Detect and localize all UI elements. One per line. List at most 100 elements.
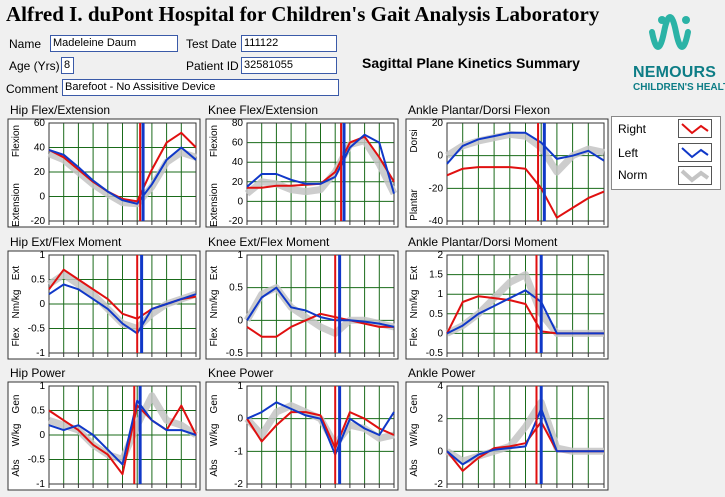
y-tick-label: 1 xyxy=(237,381,243,392)
plot-area xyxy=(446,385,605,485)
y-tick-label: 0.5 xyxy=(429,309,443,320)
brand-name: NEMOURS xyxy=(633,64,717,81)
y-tick-label: 1 xyxy=(237,250,243,261)
y-label-unit: Nm/kg xyxy=(11,290,22,319)
series-right xyxy=(246,411,395,450)
nemours-logo xyxy=(649,14,691,50)
chart-title: Hip Power xyxy=(10,366,65,380)
y-tick-label: 0 xyxy=(437,151,443,162)
series-left xyxy=(246,133,395,194)
y-label-bottom: Abs xyxy=(209,459,220,476)
series-left xyxy=(446,131,605,165)
legend: Right Left Norm xyxy=(611,116,721,190)
patient-id-field[interactable]: 32581055 xyxy=(241,57,337,74)
y-label-unit: W/kg xyxy=(409,424,420,447)
y-label-unit: Nm/kg xyxy=(209,290,220,319)
comment-field[interactable]: Barefoot - No Assisitive Device xyxy=(62,79,339,96)
y-tick-label: -40 xyxy=(429,216,444,227)
age-label: Age (Yrs) xyxy=(9,59,60,73)
y-label-bottom: Extension xyxy=(11,183,22,227)
y-tick-label: 2 xyxy=(437,414,443,425)
y-tick-label: 4 xyxy=(437,381,443,392)
y-tick-label: -2 xyxy=(234,479,243,490)
y-label-bottom: Extension xyxy=(209,183,220,227)
series-norm xyxy=(47,148,198,208)
test-date-label: Test Date xyxy=(186,37,237,51)
y-tick-label: 0.5 xyxy=(31,406,45,417)
series-right xyxy=(446,166,605,219)
y-tick-label: -1 xyxy=(234,446,243,457)
chart-frame xyxy=(205,250,399,360)
chart-frame xyxy=(7,381,201,491)
y-label-top: Flexion xyxy=(209,125,220,157)
series-left xyxy=(48,399,197,466)
y-label-bottom: Flex xyxy=(409,328,420,347)
name-label: Name xyxy=(9,37,42,51)
legend-label-right: Right xyxy=(618,122,647,136)
y-label-bottom: Abs xyxy=(11,459,22,476)
plot-area xyxy=(246,254,395,354)
y-tick-label: 1 xyxy=(437,289,443,300)
y-tick-label: 2 xyxy=(437,250,443,261)
chart-title: Knee Ext/Flex Moment xyxy=(208,235,330,249)
series-left xyxy=(48,146,197,205)
y-tick-label: 0.5 xyxy=(229,283,243,294)
y-tick-label: 40 xyxy=(34,143,46,154)
y-tick-label: -20 xyxy=(31,216,46,227)
series-left xyxy=(246,286,395,328)
y-label-top: Ext xyxy=(11,266,22,281)
chart-frame xyxy=(7,118,201,228)
series-left xyxy=(48,283,197,335)
chart-frame xyxy=(205,381,399,491)
test-date-field[interactable]: 111122 xyxy=(241,35,337,52)
y-tick-label: 0.5 xyxy=(31,275,45,286)
legend-label-norm: Norm xyxy=(618,168,648,182)
legend-swatch-left xyxy=(678,143,712,162)
y-label-bottom: Plantar xyxy=(409,188,420,220)
y-label-unit: Nm/kg xyxy=(409,290,420,319)
y-tick-label: -1 xyxy=(36,479,45,490)
y-label-top: Gen xyxy=(11,395,22,414)
series-left xyxy=(446,289,604,335)
y-tick-label: 0 xyxy=(39,430,45,441)
series-right xyxy=(48,131,197,203)
y-tick-label: 0 xyxy=(437,446,443,457)
series-left xyxy=(446,407,604,466)
name-field[interactable]: Madeleine Daum xyxy=(50,35,178,52)
y-tick-label: -0.5 xyxy=(28,455,46,466)
y-tick-label: -2 xyxy=(434,479,443,490)
y-tick-label: 0 xyxy=(39,192,45,203)
y-tick-label: -0.5 xyxy=(28,324,46,335)
y-tick-label: 20 xyxy=(232,177,244,188)
plot-area xyxy=(446,122,605,222)
y-label-top: Gen xyxy=(409,395,420,414)
series-right xyxy=(246,312,394,338)
series-norm xyxy=(244,137,398,197)
y-tick-label: 0 xyxy=(39,299,45,310)
legend-swatch-norm xyxy=(678,166,712,185)
y-label-unit: W/kg xyxy=(11,424,22,447)
chart-frame xyxy=(405,118,609,228)
y-tick-label: 40 xyxy=(232,157,244,168)
chart-title: Ankle Plantar/Dorsi Flexon xyxy=(408,103,550,117)
chart-frame xyxy=(405,381,609,491)
legend-swatch-right xyxy=(678,119,712,138)
legend-label-left: Left xyxy=(618,146,639,160)
age-field[interactable]: 8 xyxy=(61,57,74,74)
chart-title: Knee Flex/Extension xyxy=(208,103,318,117)
chart-title: Hip Ext/Flex Moment xyxy=(10,235,122,249)
y-tick-label: 1 xyxy=(39,250,45,261)
y-tick-label: -1 xyxy=(36,348,45,359)
comment-label: Comment xyxy=(6,82,59,96)
y-tick-label: 0 xyxy=(237,196,243,207)
y-label-top: Flexion xyxy=(11,125,22,157)
